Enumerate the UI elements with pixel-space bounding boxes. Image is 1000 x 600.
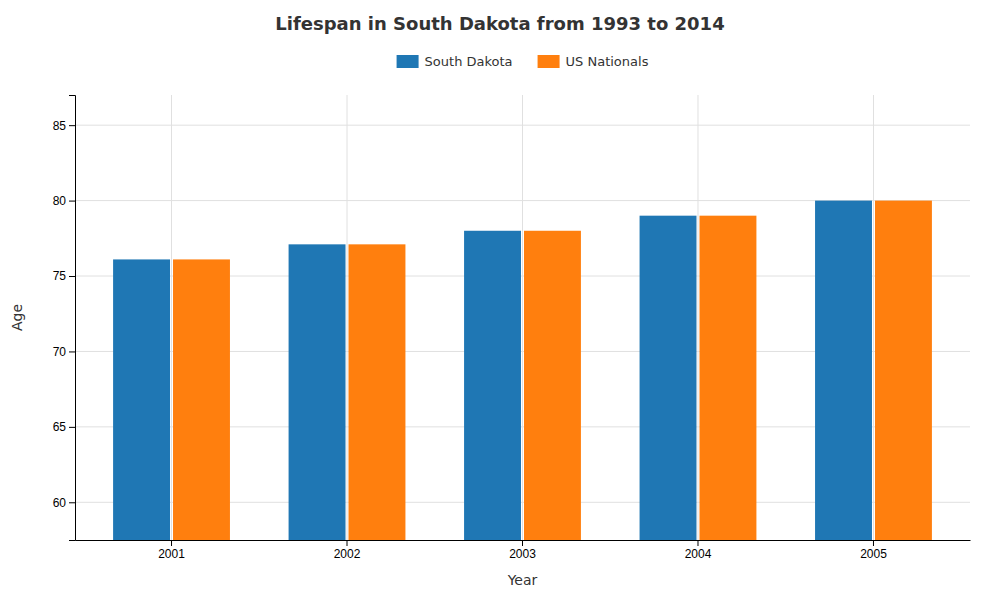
y-tick: 70	[53, 345, 75, 359]
bar	[173, 259, 230, 540]
bar-series	[113, 201, 872, 540]
y-tick: 85	[53, 119, 75, 133]
title: Lifespan in South Dakota from 1993 to 20…	[275, 13, 724, 34]
x-axis-title: Year	[507, 572, 538, 588]
tick-label: 70	[53, 345, 67, 359]
tick-mark	[69, 427, 75, 428]
tick-label: 75	[53, 269, 67, 283]
legend-item: South Dakota	[397, 54, 513, 69]
grid	[75, 95, 970, 540]
tick-mark	[69, 125, 75, 126]
bars	[113, 201, 932, 540]
tick-label: 80	[53, 194, 67, 208]
axis-line	[69, 96, 76, 541]
bar	[464, 231, 521, 540]
x-tick: 2001	[158, 540, 185, 561]
tick-label: 2005	[860, 547, 887, 561]
x-tick: 2002	[334, 540, 361, 561]
legend: South Dakota US Nationals	[397, 54, 649, 69]
x-tick: 2005	[860, 540, 887, 561]
tick-mark	[69, 201, 75, 202]
grid-line	[347, 95, 348, 540]
legend-label: South Dakota	[425, 54, 513, 69]
y-axis-title: Age	[9, 304, 25, 331]
chart: 2001 2002 2003 2004 2005 60 65 70 75 80 85 Lifespan…	[0, 0, 1000, 600]
grid-line	[522, 95, 523, 540]
tick-label: 2004	[685, 547, 712, 561]
x-axis: 2001 2002 2003 2004 2005	[76, 540, 971, 561]
grid-line	[697, 95, 698, 540]
x-tick: 2004	[685, 540, 712, 561]
bar	[875, 201, 932, 540]
tick-mark	[873, 540, 874, 546]
legend-swatch	[397, 55, 419, 68]
bar	[640, 216, 697, 540]
tick-label: 65	[53, 420, 67, 434]
legend-swatch	[538, 55, 560, 68]
tick-mark	[522, 540, 523, 546]
tick-label: 2002	[334, 547, 361, 561]
tick-label: 2001	[158, 547, 185, 561]
grid-line	[171, 95, 172, 540]
tick-label: 60	[53, 496, 67, 510]
tick-mark	[69, 502, 75, 503]
tick-mark	[171, 540, 172, 546]
x-tick: 2003	[509, 540, 536, 561]
bar	[349, 244, 406, 540]
bar-series	[173, 201, 932, 540]
bar	[113, 259, 170, 540]
tick-mark	[69, 351, 75, 352]
plot: 2001 2002 2003 2004 2005 60 65 70 75 80 85	[53, 95, 971, 561]
grid-line	[873, 95, 874, 540]
tick-mark	[697, 540, 698, 546]
bar	[289, 244, 346, 540]
legend-label: US Nationals	[566, 54, 649, 69]
tick-mark	[69, 276, 75, 277]
y-tick: 65	[53, 420, 75, 434]
legend-item: US Nationals	[538, 54, 649, 69]
bar	[815, 201, 872, 540]
y-tick: 60	[53, 496, 75, 510]
tick-label: 85	[53, 119, 67, 133]
y-tick: 80	[53, 194, 75, 208]
y-tick: 75	[53, 269, 75, 283]
bar	[524, 231, 581, 540]
tick-mark	[347, 540, 348, 546]
tick-label: 2003	[509, 547, 536, 561]
bar	[699, 216, 756, 540]
y-axis: 60 65 70 75 80 85	[53, 96, 76, 541]
